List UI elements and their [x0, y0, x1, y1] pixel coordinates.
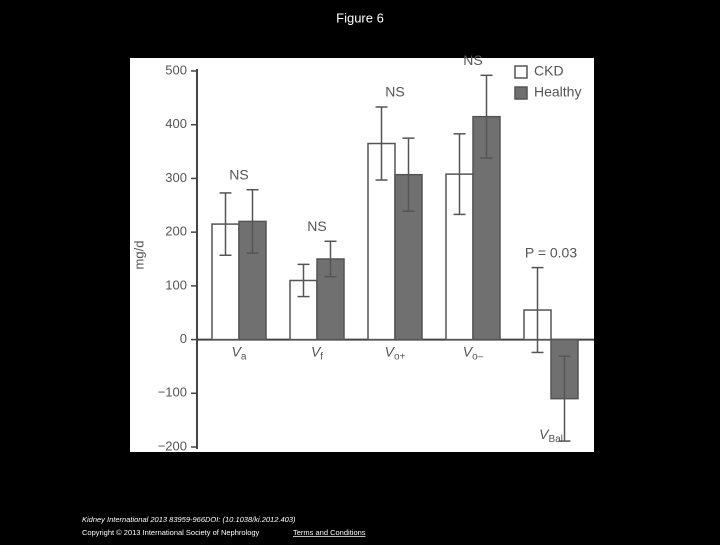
category-symbol: V — [311, 343, 322, 359]
y-tick-label: 100 — [165, 277, 187, 292]
legend-label: Healthy — [534, 84, 581, 100]
error-bar — [375, 106, 388, 181]
chart-background — [130, 58, 594, 452]
y-tick-label: −200 — [158, 438, 187, 453]
error-bar — [297, 263, 310, 298]
error-bar — [246, 188, 259, 254]
x-tick-label: Vo+ — [385, 343, 406, 362]
x-tick-label: Vo– — [463, 343, 484, 362]
bar — [211, 223, 240, 341]
copyright: Copyright © 2013 International Society o… — [82, 528, 260, 537]
error-bar — [219, 192, 232, 256]
category-symbol: V — [232, 343, 243, 359]
error-bar — [402, 137, 415, 212]
y-tick-label: 300 — [165, 170, 187, 185]
legend-label: CKD — [534, 63, 564, 79]
error-bar — [324, 240, 337, 278]
category-subscript: o– — [472, 351, 484, 362]
x-tick-label: Vf — [311, 343, 323, 362]
y-axis-label: mg/d — [131, 241, 146, 270]
annotation: NS — [307, 218, 326, 234]
terms-link[interactable]: Terms and Conditions — [293, 528, 366, 537]
x-tick-label: Va — [232, 343, 247, 362]
citation: Kidney International 2013 83959-966DOI: … — [82, 515, 296, 524]
category-symbol: V — [463, 343, 474, 359]
bar — [472, 115, 501, 341]
annotation: NS — [385, 84, 404, 100]
y-tick-label: 400 — [165, 116, 187, 131]
y-tick-label: −100 — [158, 385, 187, 400]
annotation: NS — [229, 166, 248, 182]
category-subscript: a — [241, 351, 247, 362]
x-tick-label: VBal — [539, 426, 563, 445]
category-symbol: V — [539, 426, 550, 442]
page-title: Figure 6 — [336, 10, 384, 25]
error-bar — [531, 266, 544, 354]
legend-swatch — [514, 86, 528, 100]
error-bar — [558, 355, 571, 442]
legend-swatch — [514, 65, 528, 79]
error-bar — [453, 133, 466, 216]
y-tick-label: 200 — [165, 224, 187, 239]
annotation: P = 0.03 — [525, 244, 578, 260]
category-symbol: V — [385, 343, 396, 359]
category-subscript: Bal — [548, 434, 562, 445]
y-tick-label: 500 — [165, 62, 187, 77]
y-tick-label: 0 — [180, 331, 187, 346]
annotation: NS — [463, 52, 482, 68]
error-bar — [480, 74, 493, 159]
category-subscript: f — [320, 351, 323, 362]
category-subscript: o+ — [394, 351, 406, 362]
bar — [394, 173, 423, 341]
